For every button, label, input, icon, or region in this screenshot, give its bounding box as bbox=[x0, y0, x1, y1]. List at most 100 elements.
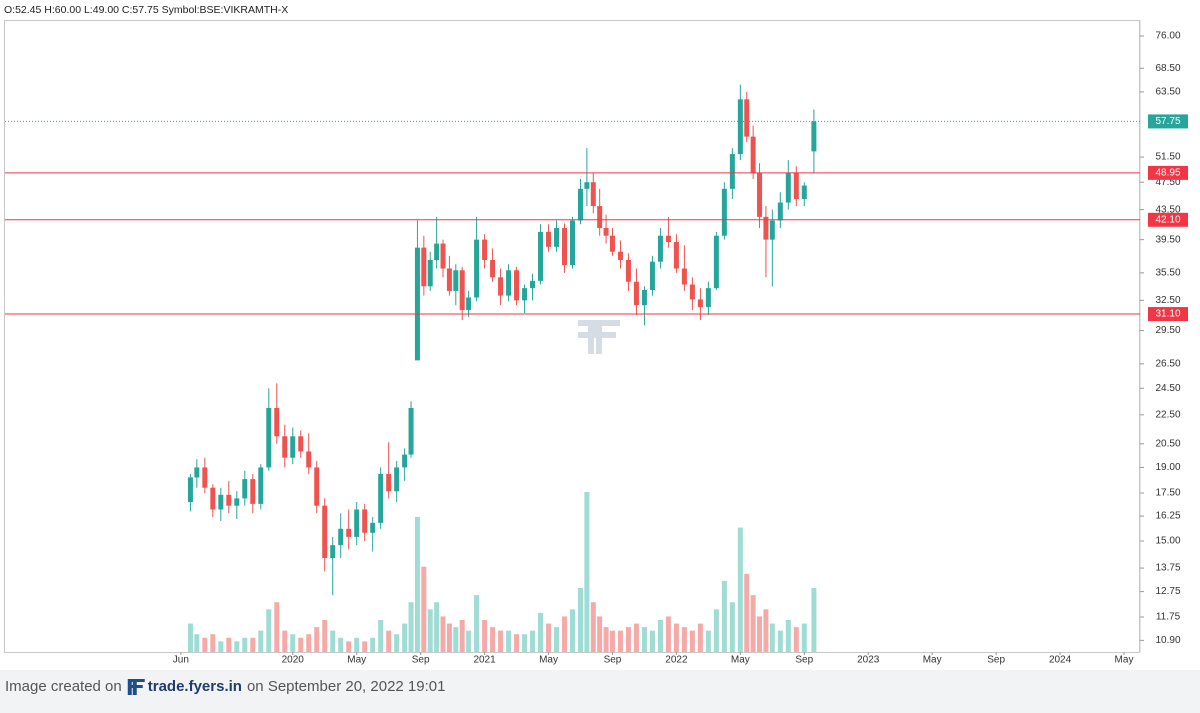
candle-body bbox=[705, 288, 711, 308]
candle-body bbox=[554, 228, 560, 247]
volume-bar bbox=[697, 623, 703, 652]
volume-bar bbox=[689, 630, 695, 652]
volume-bar bbox=[673, 623, 679, 652]
volume-bar bbox=[657, 620, 663, 652]
volume-bar bbox=[402, 623, 408, 652]
volume-bar bbox=[386, 630, 392, 652]
candle-body bbox=[226, 494, 232, 506]
volume-bar bbox=[482, 620, 488, 652]
volume-bar bbox=[322, 620, 328, 652]
volume-bar bbox=[466, 630, 472, 652]
volume-bar bbox=[777, 630, 783, 652]
candle-body bbox=[546, 231, 552, 247]
candle-body bbox=[250, 479, 256, 504]
volume-bar bbox=[530, 630, 536, 652]
volume-bar bbox=[210, 634, 216, 652]
volume-bar bbox=[282, 630, 288, 652]
y-tick-label: 22.50 bbox=[1155, 409, 1180, 420]
candle-body bbox=[609, 235, 615, 252]
volume-bar bbox=[234, 641, 240, 652]
candle-body bbox=[570, 220, 575, 266]
candle-body bbox=[514, 270, 520, 301]
y-tick-label: 32.50 bbox=[1155, 295, 1180, 306]
candle-body bbox=[657, 235, 663, 262]
volume-bar bbox=[793, 627, 799, 652]
ohlc-header: O:52.45 H:60.00 L:49.00 C:57.75 Symbol:B… bbox=[4, 4, 288, 16]
candle-body bbox=[530, 280, 536, 289]
volume-bar bbox=[721, 580, 727, 652]
candle-body bbox=[434, 243, 440, 260]
candle-body bbox=[590, 182, 596, 207]
volume-bar bbox=[338, 637, 344, 652]
volume-bar bbox=[459, 620, 465, 652]
y-tick-label: 39.50 bbox=[1155, 234, 1180, 245]
candle-body bbox=[298, 436, 304, 452]
x-tick-label: May bbox=[1115, 655, 1134, 666]
candle-body bbox=[617, 251, 623, 260]
x-tick-label: 2024 bbox=[1049, 655, 1072, 666]
volume-bar bbox=[665, 616, 671, 652]
y-tick-label: 63.50 bbox=[1155, 87, 1180, 98]
candle-body bbox=[362, 509, 368, 533]
candle-body bbox=[793, 172, 799, 200]
candle-body bbox=[274, 407, 280, 437]
footer-logo bbox=[127, 679, 145, 695]
x-tick-label: May bbox=[347, 655, 366, 666]
candle-body bbox=[498, 277, 504, 296]
candle-body bbox=[187, 477, 193, 503]
candle-body bbox=[394, 467, 400, 492]
y-tick-label: 51.50 bbox=[1155, 152, 1180, 163]
candle-body bbox=[490, 259, 496, 278]
candle-body bbox=[402, 454, 408, 468]
candle-body bbox=[785, 172, 791, 203]
volume-bar bbox=[737, 527, 743, 652]
footer: Image created on trade.fyers.in on Septe… bbox=[5, 678, 445, 695]
y-tick-label: 11.75 bbox=[1156, 612, 1181, 623]
volume-bar bbox=[597, 616, 603, 652]
volume-bar bbox=[408, 602, 414, 652]
candle-body bbox=[378, 474, 384, 523]
candle-body bbox=[538, 231, 544, 281]
level-label: 48.95 bbox=[1155, 168, 1180, 179]
volume-bar bbox=[242, 637, 248, 652]
plot-frame bbox=[4, 20, 1140, 653]
y-tick-label: 19.00 bbox=[1155, 462, 1180, 473]
volume-bar bbox=[633, 623, 639, 652]
candle-body bbox=[290, 436, 296, 458]
y-tick-label: 17.50 bbox=[1155, 488, 1180, 499]
volume-bar bbox=[603, 627, 609, 652]
volume-bar bbox=[590, 602, 596, 652]
candle-body bbox=[482, 239, 488, 260]
y-tick-label: 47.50 bbox=[1155, 177, 1180, 188]
volume-bar bbox=[446, 623, 452, 652]
volume-bar bbox=[769, 623, 775, 652]
y-tick-label: 43.50 bbox=[1155, 204, 1180, 215]
footer-suffix: on September 20, 2022 19:01 bbox=[247, 678, 446, 695]
candle-body bbox=[625, 259, 631, 282]
volume-bar bbox=[729, 602, 735, 652]
candle-body bbox=[603, 228, 609, 236]
x-tick-label: Sep bbox=[604, 655, 622, 666]
footer-band bbox=[0, 670, 1200, 713]
volume-bar bbox=[705, 630, 711, 652]
candle-body bbox=[330, 545, 336, 559]
candle-body bbox=[306, 451, 312, 468]
candle-body bbox=[282, 436, 288, 458]
footer-prefix: Image created on bbox=[5, 678, 122, 695]
y-tick-label: 20.50 bbox=[1155, 438, 1180, 449]
candle-body bbox=[408, 407, 414, 455]
volume-bar bbox=[801, 623, 807, 652]
y-tick-label: 12.75 bbox=[1155, 586, 1180, 597]
y-tick-label: 35.50 bbox=[1155, 268, 1180, 279]
volume-bar bbox=[641, 627, 647, 652]
volume-bar bbox=[394, 634, 400, 652]
volume-bar bbox=[750, 595, 756, 652]
volume-bar bbox=[713, 609, 719, 652]
candle-body bbox=[421, 247, 427, 287]
candle-body bbox=[649, 261, 655, 290]
y-tick-label: 10.90 bbox=[1155, 635, 1180, 646]
y-tick-label: 24.50 bbox=[1155, 383, 1180, 394]
volume-bar bbox=[538, 612, 544, 652]
